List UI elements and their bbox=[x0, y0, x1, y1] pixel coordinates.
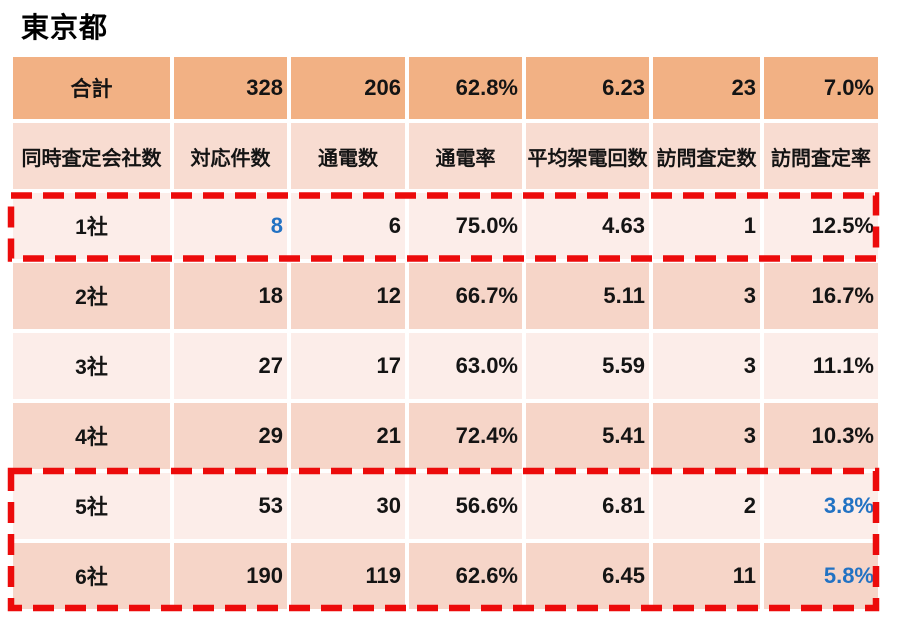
column-header: 訪問査定数 bbox=[653, 123, 760, 189]
value-cell: 119 bbox=[291, 543, 405, 609]
total-value: 6.23 bbox=[526, 57, 649, 119]
value-cell: 4.63 bbox=[526, 193, 649, 259]
value-cell: 3.8% bbox=[764, 473, 878, 539]
row-label: 3社 bbox=[13, 333, 170, 399]
value-cell: 1 bbox=[653, 193, 760, 259]
value-cell: 6.81 bbox=[526, 473, 649, 539]
column-header: 同時査定会社数 bbox=[13, 123, 170, 189]
total-value: 7.0% bbox=[764, 57, 878, 119]
row-label: 2社 bbox=[13, 263, 170, 329]
total-value: 206 bbox=[291, 57, 405, 119]
value-cell: 30 bbox=[291, 473, 405, 539]
value-cell: 6.45 bbox=[526, 543, 649, 609]
value-cell: 12.5% bbox=[764, 193, 878, 259]
column-header: 平均架電回数 bbox=[526, 123, 649, 189]
value-cell: 63.0% bbox=[409, 333, 522, 399]
value-cell: 16.7% bbox=[764, 263, 878, 329]
value-cell: 3 bbox=[653, 403, 760, 469]
value-cell: 8 bbox=[174, 193, 287, 259]
column-header: 訪問査定率 bbox=[764, 123, 878, 189]
value-cell: 56.6% bbox=[409, 473, 522, 539]
value-cell: 3 bbox=[653, 263, 760, 329]
value-cell: 75.0% bbox=[409, 193, 522, 259]
row-label: 1社 bbox=[13, 193, 170, 259]
row-label: 4社 bbox=[13, 403, 170, 469]
value-cell: 53 bbox=[174, 473, 287, 539]
total-value: 62.8% bbox=[409, 57, 522, 119]
value-cell: 72.4% bbox=[409, 403, 522, 469]
value-cell: 190 bbox=[174, 543, 287, 609]
total-value: 23 bbox=[653, 57, 760, 119]
total-value: 328 bbox=[174, 57, 287, 119]
value-cell: 17 bbox=[291, 333, 405, 399]
value-cell: 5.11 bbox=[526, 263, 649, 329]
column-header: 通電率 bbox=[409, 123, 522, 189]
value-cell: 21 bbox=[291, 403, 405, 469]
row-label: 6社 bbox=[13, 543, 170, 609]
value-cell: 3 bbox=[653, 333, 760, 399]
value-cell: 5.8% bbox=[764, 543, 878, 609]
data-table: 合計 328 206 62.8% 6.23 23 7.0% 同時査定会社数 対応… bbox=[13, 57, 878, 609]
value-cell: 66.7% bbox=[409, 263, 522, 329]
page-title: 東京都 bbox=[21, 12, 109, 43]
row-label: 5社 bbox=[13, 473, 170, 539]
value-cell: 6 bbox=[291, 193, 405, 259]
value-cell: 11 bbox=[653, 543, 760, 609]
value-cell: 11.1% bbox=[764, 333, 878, 399]
value-cell: 18 bbox=[174, 263, 287, 329]
total-row-label: 合計 bbox=[13, 57, 170, 119]
value-cell: 5.59 bbox=[526, 333, 649, 399]
value-cell: 5.41 bbox=[526, 403, 649, 469]
column-header: 対応件数 bbox=[174, 123, 287, 189]
value-cell: 27 bbox=[174, 333, 287, 399]
column-header: 通電数 bbox=[291, 123, 405, 189]
value-cell: 62.6% bbox=[409, 543, 522, 609]
value-cell: 12 bbox=[291, 263, 405, 329]
value-cell: 10.3% bbox=[764, 403, 878, 469]
value-cell: 2 bbox=[653, 473, 760, 539]
value-cell: 29 bbox=[174, 403, 287, 469]
